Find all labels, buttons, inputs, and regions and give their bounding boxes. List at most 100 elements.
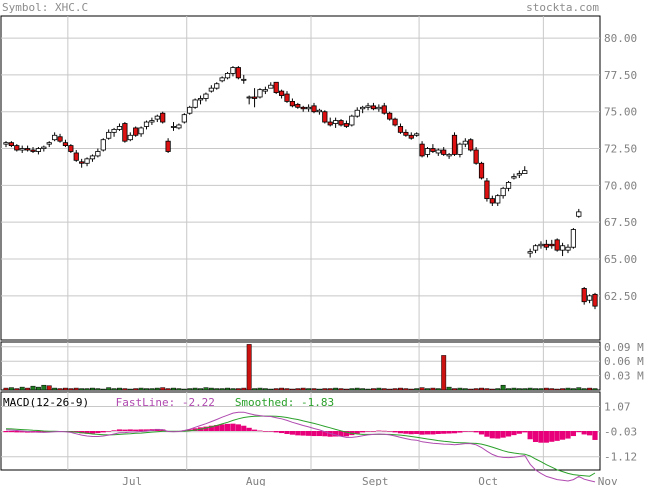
candle-body xyxy=(268,84,274,89)
volume-bar xyxy=(495,388,501,391)
macd-histogram-bar xyxy=(435,431,441,434)
candle xyxy=(316,108,323,115)
candle-body xyxy=(343,123,350,127)
candle xyxy=(592,292,598,310)
candle xyxy=(57,133,63,143)
macd-histogram-bar xyxy=(360,431,366,433)
candle-body xyxy=(160,112,166,123)
candle xyxy=(52,132,58,142)
macd-histogram-bar xyxy=(489,431,495,439)
volume-tick-label: 0.09 M xyxy=(604,341,644,354)
macd-histogram-bar xyxy=(241,425,247,431)
volume-bar xyxy=(506,388,511,391)
macd-histogram-bar xyxy=(592,431,598,440)
macd-histogram-bar xyxy=(246,427,252,431)
volume-bar xyxy=(122,388,128,391)
volume-bar xyxy=(84,388,90,391)
macd-histogram-bar xyxy=(262,431,268,432)
volume-bar xyxy=(230,388,236,391)
candle-body xyxy=(143,121,150,127)
candle-body xyxy=(397,126,404,133)
volume-bar xyxy=(62,387,68,391)
candle xyxy=(203,92,209,102)
candle xyxy=(549,239,555,249)
macd-histogram-bar xyxy=(505,431,512,437)
volume-tick-label: 0.06 M xyxy=(604,355,644,368)
volume-bar xyxy=(8,387,14,391)
macd-histogram-bar xyxy=(457,431,463,433)
candle xyxy=(441,147,447,156)
macd-histogram-bar xyxy=(451,431,458,434)
volume-bar xyxy=(354,387,360,391)
volume-bar xyxy=(522,388,528,391)
candle xyxy=(149,117,155,125)
candle xyxy=(354,107,360,118)
candle xyxy=(106,129,112,140)
candle xyxy=(419,141,425,158)
candle-body xyxy=(581,288,587,303)
volume-bar xyxy=(279,387,285,391)
candle-body xyxy=(284,93,290,102)
candle xyxy=(284,91,290,103)
macd-histogram-bar xyxy=(495,431,501,439)
volume-bar xyxy=(295,388,301,391)
candle xyxy=(192,98,198,109)
volume-bar xyxy=(425,388,430,391)
candle-body xyxy=(289,101,295,107)
candle-body xyxy=(419,143,425,157)
candle xyxy=(365,102,371,111)
macd-histogram-bar xyxy=(311,431,317,437)
macd-histogram-bar xyxy=(138,429,144,431)
candle xyxy=(451,132,458,156)
macd-histogram-bar xyxy=(278,431,285,434)
volume-bar xyxy=(408,388,414,391)
candle-body xyxy=(322,111,328,123)
macd-histogram-bar xyxy=(392,431,398,433)
candle-body xyxy=(84,158,90,164)
macd-histogram-bar xyxy=(208,425,214,431)
macd-histogram-bar xyxy=(187,429,193,431)
candle-body xyxy=(251,96,258,99)
macd-histogram-bar xyxy=(284,431,290,434)
volume-bar xyxy=(90,387,95,391)
macd-frame xyxy=(0,391,601,471)
volume-bar xyxy=(527,387,533,391)
macd-histogram-bar xyxy=(446,431,452,434)
volume-bar xyxy=(473,388,479,391)
price-tick-label: 80.00 xyxy=(604,32,637,45)
macd-histogram-bar xyxy=(527,431,533,440)
candle-body xyxy=(392,118,398,126)
volume-bar xyxy=(246,344,252,391)
macd-histogram-bar xyxy=(419,431,425,435)
volume-bar xyxy=(457,387,463,391)
candle xyxy=(306,104,312,112)
candle-body xyxy=(138,127,144,135)
candle xyxy=(370,102,377,111)
candle xyxy=(565,244,571,254)
macd-histogram-bar xyxy=(570,431,576,437)
candle xyxy=(257,88,263,99)
candle xyxy=(322,110,328,124)
volume-bar xyxy=(219,388,225,391)
candle-body xyxy=(549,243,555,247)
candle-body xyxy=(489,198,495,204)
candle-body xyxy=(338,120,344,126)
macd-smoothed-line xyxy=(5,415,596,477)
macd-histogram-bar xyxy=(8,431,15,433)
candle-body xyxy=(111,128,117,133)
axis-labels: 80.00 77.50 75.00 72.50 70.00 67.50 65.00 62.50… xyxy=(122,32,644,488)
volume-bar xyxy=(452,388,457,391)
candle-body xyxy=(516,173,522,176)
price-panel xyxy=(3,66,598,310)
volume-bar xyxy=(549,388,555,391)
candle xyxy=(95,148,101,158)
macd-histogram-bar xyxy=(122,429,128,431)
macd-smoothed-label: Smoothed: -1.83 xyxy=(234,396,335,409)
volume-bar xyxy=(435,388,441,391)
macd-histogram-bar xyxy=(424,431,431,435)
candle-body xyxy=(370,105,377,110)
macd-histogram-bar xyxy=(468,431,474,432)
macd-histogram-bar xyxy=(554,431,560,441)
candle-body xyxy=(187,106,193,114)
